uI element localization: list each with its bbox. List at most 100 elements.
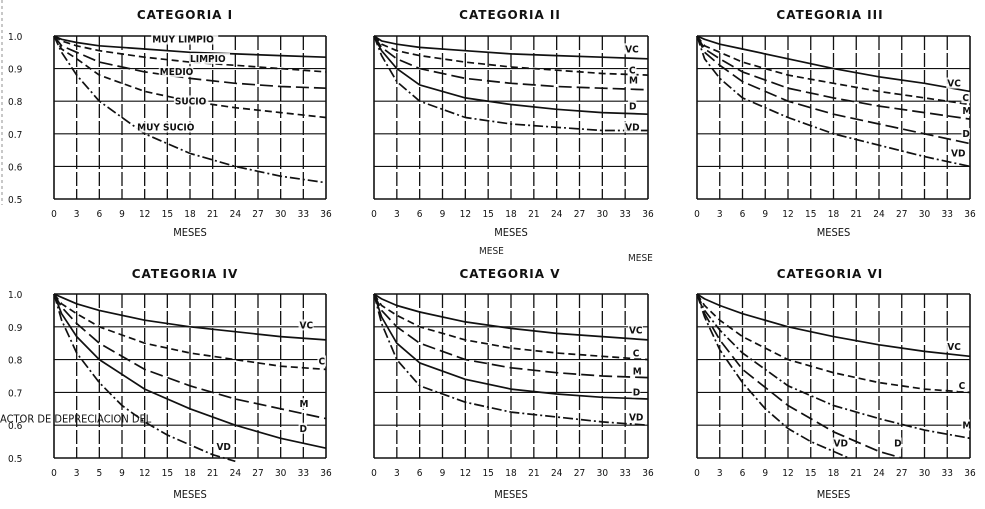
chart-1-series-2-label-bg <box>158 66 194 78</box>
chart-2-series-3-label: D <box>629 101 636 112</box>
chart-6-xtick-5: 15 <box>805 468 816 479</box>
chart-4-series-3-label: D <box>300 424 307 435</box>
chart-3-series-2-label: M <box>962 106 971 117</box>
chart-2-series-2-label: M <box>629 75 638 86</box>
chart-6-xtick-10: 30 <box>919 468 931 479</box>
chart-1-xtick-8: 24 <box>230 209 242 220</box>
chart-3-title: CATEGORIA III <box>776 8 883 22</box>
chart-3-xtick-11: 33 <box>942 209 953 220</box>
chart-1-series-1-label: LIMPIO <box>190 54 226 65</box>
chart-4-xtick-0: 0 <box>51 468 57 479</box>
chart-2-xtick-5: 15 <box>482 209 493 220</box>
chart-2-xtick-2: 6 <box>417 209 423 220</box>
chart-6-xtick-6: 18 <box>828 468 840 479</box>
chart-1-xtick-6: 18 <box>184 209 196 220</box>
chart-4-series-4-label: VD <box>216 442 230 453</box>
chart-2-xtick-8: 24 <box>551 209 563 220</box>
chart-2-series-1-label: C <box>629 65 636 76</box>
chart-1-series-3-label-bg <box>173 95 209 107</box>
chart-2-series-0-label-bg <box>624 43 640 55</box>
chart-5-series-3-label-bg <box>631 386 641 398</box>
chart-1-xtick-12: 36 <box>320 209 332 220</box>
chart-2-xtick-11: 33 <box>619 209 630 220</box>
chart-4-ytick-0: 1.0 <box>8 290 23 301</box>
chart-4-xtick-7: 21 <box>207 468 218 479</box>
chart-3-series-2-label-bg <box>961 105 970 117</box>
chart-5-xtick-4: 12 <box>460 468 471 479</box>
chart-5-xtick-7: 21 <box>528 468 539 479</box>
chart-3-xtick-1: 3 <box>717 209 723 220</box>
chart-6-xtick-7: 21 <box>851 468 862 479</box>
chart-4-xtick-6: 18 <box>184 468 196 479</box>
chart-4-series-1-label-bg <box>317 355 326 367</box>
chart-1-series-0-label-bg <box>151 33 219 45</box>
chart-3-xtick-7: 21 <box>851 209 862 220</box>
chart-1-series-4-line <box>53 35 327 184</box>
chart-4-ytick-1: 0.9 <box>8 323 23 334</box>
chart-3-series-3-label: D <box>962 129 969 140</box>
chart-4-xtick-3: 9 <box>119 468 125 479</box>
chart-6-xtick-4: 12 <box>782 468 793 479</box>
chart-5-series-1-label: C <box>633 348 640 359</box>
chart-4-xtick-4: 12 <box>139 468 150 479</box>
chart-6-series-0-label: VC <box>947 342 961 353</box>
chart-2-title: CATEGORIA II <box>459 8 561 22</box>
chart-1-xtick-7: 21 <box>207 209 218 220</box>
chart-1-xtick-1: 3 <box>74 209 80 220</box>
chart-1-series-4-label-bg <box>136 121 197 133</box>
chart-1-ytick-4: 0.6 <box>8 162 23 173</box>
chart-5-series-2-label-bg <box>631 365 641 377</box>
chart-3-series-1-label-bg <box>961 92 970 104</box>
chart-6-series-2-label-bg <box>961 419 970 431</box>
chart-1-series-3-label: SUCIO <box>175 96 207 107</box>
chart-5-series-2-label: M <box>633 366 642 377</box>
chart-1-xtick-11: 33 <box>298 209 309 220</box>
chart-2-series-2-line <box>373 35 649 91</box>
chart-4-ytick-2: 0.8 <box>8 356 23 367</box>
chart-2-xtick-10: 30 <box>597 209 609 220</box>
chart-2-series-0-line <box>373 35 649 60</box>
chart-1-xtick-0: 0 <box>51 209 57 220</box>
chart-2-series-4-label: VD <box>625 123 639 134</box>
chart-3-series-4-line <box>696 35 971 168</box>
chart-1-series-0-label: MUY LIMPIO <box>152 35 214 46</box>
chart-4-ytick-3: 0.7 <box>8 388 22 399</box>
chart-1-xtick-3: 9 <box>119 209 125 220</box>
chart-4-series-1-line <box>53 293 327 371</box>
chart-5-xtick-9: 27 <box>574 468 585 479</box>
stray-label-1: MESE <box>479 246 504 257</box>
chart-6-series-3-label: D <box>894 439 901 450</box>
chart-5-series-4-line <box>373 293 649 427</box>
chart-5-series-3-line <box>373 293 649 400</box>
chart-1-xtick-4: 12 <box>139 209 150 220</box>
chart-3-series-3-line <box>696 35 971 145</box>
chart-2-xtick-9: 27 <box>574 209 585 220</box>
chart-6-series-2-label: M <box>962 420 971 431</box>
chart-4-xtick-9: 27 <box>252 468 263 479</box>
chart-6-xtick-3: 9 <box>762 468 768 479</box>
chart-6-xtick-11: 33 <box>942 468 953 479</box>
chart-6-xtick-1: 3 <box>717 468 723 479</box>
chart-4-series-2-line <box>53 293 327 420</box>
chart-3-series-4-label-bg <box>950 147 966 159</box>
chart-3-series-1-label: C <box>962 93 969 104</box>
chart-5-series-4-label: VD <box>629 412 643 423</box>
chart-6-xtick-2: 6 <box>740 468 746 479</box>
chart-2-xtick-6: 18 <box>505 209 517 220</box>
chart-5-series-0-label-bg <box>627 324 643 336</box>
chart-2-xtick-12: 36 <box>642 209 654 220</box>
chart-1-xtick-2: 6 <box>96 209 102 220</box>
chart-2-series-4-line <box>373 35 648 132</box>
chart-4-xtick-11: 33 <box>298 468 309 479</box>
chart-1-series-2-line <box>53 35 327 90</box>
chart-6-xtick-12: 36 <box>964 468 976 479</box>
chart-1-series-2-label: MEDIO <box>160 67 194 78</box>
chart-5-xtick-1: 3 <box>394 468 400 479</box>
chart-5-series-3-label: D <box>633 388 640 399</box>
chart-5-xtick-10: 30 <box>597 468 609 479</box>
chart-1-series-4-label: MUY SUCIO <box>137 123 195 134</box>
chart-4-series-4-line <box>53 293 236 463</box>
chart-3-series-3-label-bg <box>961 128 970 140</box>
chart-2-series-2-label-bg <box>627 74 637 86</box>
